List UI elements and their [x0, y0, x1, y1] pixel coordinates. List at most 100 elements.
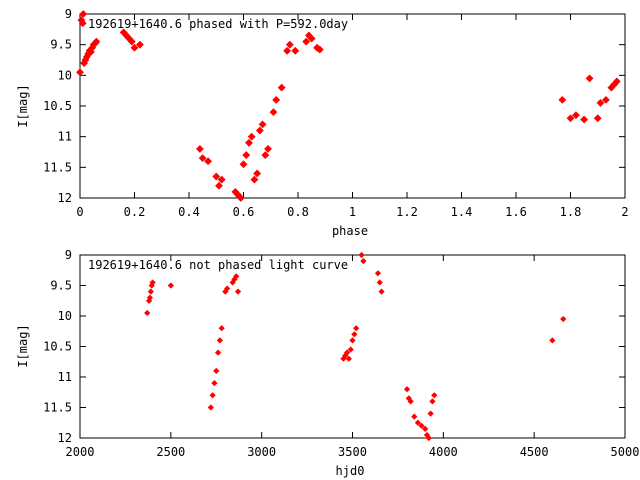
data-point	[285, 40, 294, 49]
data-point	[422, 425, 429, 432]
data-point	[429, 398, 436, 405]
data-point	[291, 46, 300, 55]
y-tick-label: 10	[58, 68, 72, 82]
data-point	[353, 325, 360, 332]
data-point	[378, 288, 385, 295]
x-tick-label: 0.4	[178, 205, 200, 219]
data-point	[239, 160, 248, 169]
data-point	[258, 120, 267, 129]
plot-title: 192619+1640.6 phased with P=592.0day	[88, 17, 348, 31]
data-point	[580, 115, 589, 124]
y-axis-label: I[mag]	[16, 84, 30, 127]
data-point	[207, 404, 214, 411]
data-point	[585, 74, 594, 83]
data-point	[144, 309, 151, 317]
data-point	[418, 422, 425, 429]
x-tick-label: 0.8	[287, 205, 309, 219]
x-tick-label: 1	[349, 205, 356, 219]
data-point	[224, 285, 231, 292]
data-point	[427, 410, 434, 417]
data-point	[425, 434, 432, 442]
data-point	[264, 145, 272, 153]
x-tick-label: 5000	[611, 445, 640, 459]
data-point	[347, 346, 354, 353]
data-point	[269, 108, 278, 117]
y-tick-label: 9.5	[50, 279, 72, 293]
data-point	[358, 251, 365, 259]
y-axis-label: I[mag]	[16, 324, 30, 367]
axis-ticks: 2000 2500 3000 3500 4000 4500 5000 9 9.5 10 10.5 11…	[43, 248, 639, 459]
data-point	[431, 392, 438, 399]
y-tick-label: 11	[58, 130, 72, 144]
plot-frame	[79, 254, 626, 439]
x-tick-label: 2000	[66, 445, 95, 459]
data-point	[127, 37, 136, 46]
data-point	[212, 172, 221, 181]
data-point	[315, 45, 324, 54]
data-point	[76, 68, 84, 77]
plot-frame	[79, 13, 626, 199]
data-point	[272, 95, 281, 104]
data-point	[612, 77, 621, 86]
data-points	[144, 251, 567, 442]
data-point	[596, 99, 605, 107]
data-point	[407, 398, 414, 405]
x-tick-label: 1.6	[505, 205, 527, 219]
phased-light-curve-panel: 192619+1640.6 phased with P=592.0day pha…	[16, 7, 629, 238]
y-tick-label: 9	[65, 248, 72, 262]
data-point	[214, 349, 222, 356]
y-tick-label: 10.5	[43, 340, 72, 354]
data-point	[572, 111, 580, 120]
data-point	[213, 367, 220, 375]
x-tick-label: 1.4	[451, 205, 473, 219]
x-tick-label: 0.6	[233, 205, 255, 219]
data-point	[250, 175, 259, 184]
data-point	[253, 169, 262, 178]
data-point	[343, 349, 351, 356]
x-tick-label: 4500	[520, 445, 549, 459]
x-axis-label: hjd0	[336, 464, 365, 478]
data-point	[261, 151, 270, 159]
data-point	[360, 257, 367, 265]
x-tick-label: 0.2	[124, 205, 146, 219]
unphased-light-curve-panel: 192619+1640.6 not phased light curve hjd…	[16, 248, 639, 478]
x-tick-label: 1.2	[396, 205, 418, 219]
y-tick-label: 12	[58, 191, 72, 205]
data-point	[149, 279, 156, 286]
data-point	[218, 325, 225, 332]
data-point	[376, 279, 383, 286]
data-point	[307, 34, 316, 43]
y-tick-label: 9.5	[50, 38, 72, 52]
x-tick-label: 1.8	[560, 205, 582, 219]
axis-ticks: 0 0.2 0.4 0.6 0.8 1 1.2 1.4 1.6 1.8 2 9 9.5 10 10.5 11 1…	[43, 7, 629, 219]
data-point	[147, 288, 154, 295]
data-point	[234, 288, 242, 295]
x-tick-label: 3000	[247, 445, 276, 459]
data-point	[560, 315, 567, 323]
data-point	[255, 126, 264, 135]
data-point	[216, 337, 223, 344]
data-point	[302, 37, 311, 46]
x-tick-label: 3500	[338, 445, 367, 459]
data-point	[198, 154, 207, 163]
data-point	[374, 270, 382, 277]
y-tick-label: 10.5	[43, 99, 72, 113]
y-tick-label: 11.5	[43, 401, 72, 415]
data-point	[593, 114, 602, 123]
data-point	[403, 386, 411, 393]
data-point	[217, 175, 226, 184]
x-tick-label: 0	[76, 205, 83, 219]
data-point	[411, 413, 418, 420]
y-tick-label: 11.5	[43, 160, 72, 174]
data-point	[167, 282, 174, 289]
data-point	[349, 337, 356, 344]
data-point	[277, 83, 286, 92]
y-tick-label: 9	[65, 7, 72, 21]
data-point	[245, 138, 253, 147]
data-point	[351, 331, 358, 338]
data-point	[79, 10, 88, 18]
x-tick-label: 4000	[429, 445, 458, 459]
data-point	[233, 273, 240, 280]
data-point	[146, 294, 154, 301]
